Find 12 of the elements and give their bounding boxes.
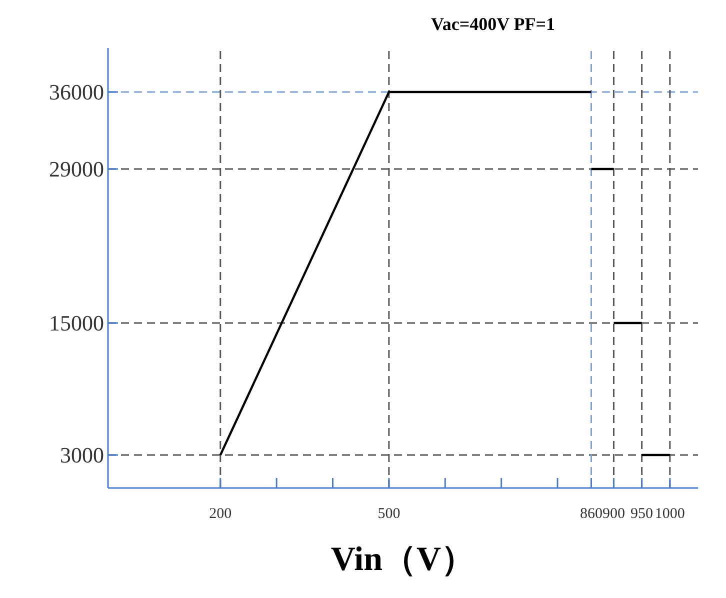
x-axis-title: Vin（V） — [330, 541, 476, 578]
x-tick-label: 860 — [580, 506, 602, 522]
y-tick-label: 15000 — [49, 310, 104, 336]
x-tick-label: 900 — [602, 506, 625, 522]
chart-title: Vac=400V PF=1 — [430, 14, 556, 34]
x-tick-label: 1000 — [654, 506, 685, 522]
x-tick-label: 950 — [630, 506, 654, 522]
x-tick-label: 200 — [209, 506, 232, 522]
y-tick-label: 29000 — [49, 156, 104, 182]
y-tick-label: 3000 — [60, 442, 104, 468]
x-tick-label: 500 — [378, 506, 400, 522]
y-tick-label: 36000 — [49, 80, 104, 105]
